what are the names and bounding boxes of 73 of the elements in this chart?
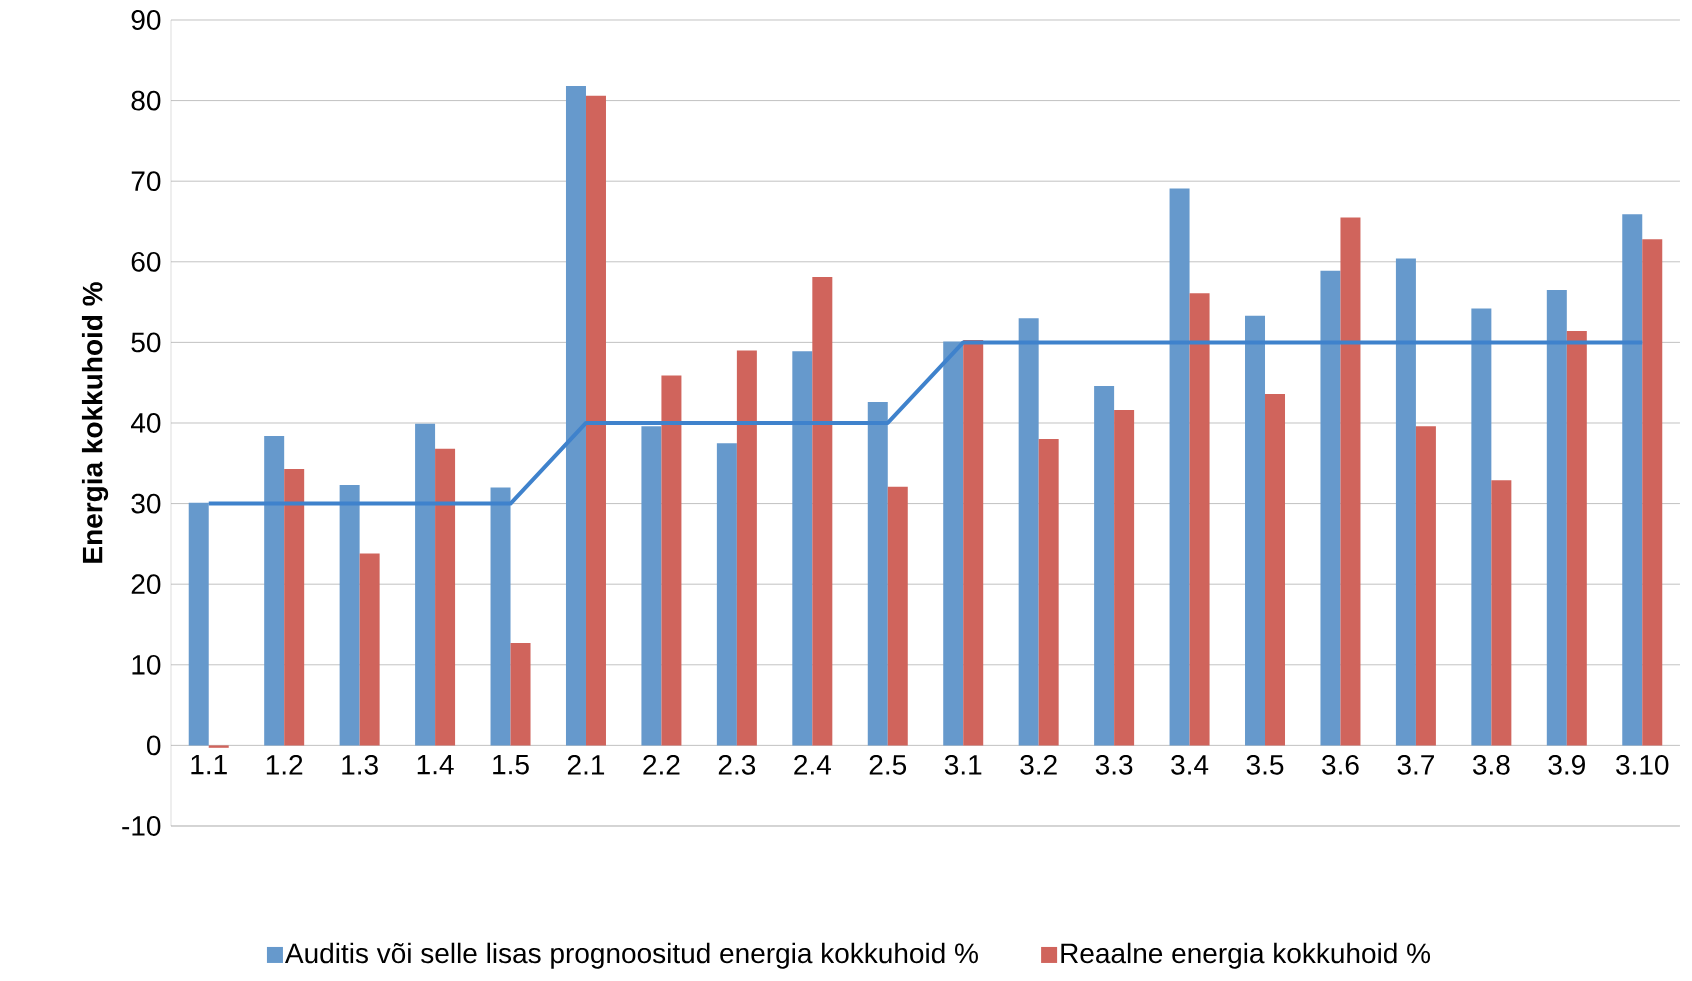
x-tick-label: 1.3 [342,754,378,775]
x-tick-label: 3.3 [1095,754,1133,775]
x-tick-label: 1.2 [266,754,303,775]
y-tick-label: 10 [132,654,161,675]
x-tick-label: 3.6 [1322,754,1359,775]
bar [264,435,285,746]
x-tick-label: 3.2 [1020,754,1057,775]
bar [1415,426,1436,746]
bar [339,485,360,746]
bar [565,86,586,746]
y-tick-label: 90 [131,10,161,30]
bar [943,341,964,746]
x-tick-label: 3.10 [1616,754,1669,775]
bar [585,95,606,746]
bar [1340,217,1361,746]
bar [1622,214,1643,746]
y-tick-label: 50 [131,332,161,353]
y-tick-label: 0 [147,735,161,756]
bar [1189,293,1210,746]
x-tick-label: 2.1 [567,754,605,775]
bar [1038,439,1059,746]
bar [867,402,888,746]
y-tick-label: 30 [131,493,161,514]
bar [1566,331,1587,746]
bar [1642,239,1663,746]
bar [1169,188,1190,746]
legend-label: Auditis või selle lisas prognoositud energia kokkuhoid % [284,942,978,969]
bar [887,486,908,746]
x-tick-label: 2.3 [718,754,756,775]
legend-label: Reaalne energia kokkuhoid % [1061,942,1431,969]
bar [1320,270,1341,746]
x-tick-label: 3.1 [944,754,982,775]
bar [736,350,757,746]
x-tick-label: 2.4 [794,754,831,775]
y-tick-label: 70 [131,171,161,192]
bar [1265,393,1286,746]
bar [1546,289,1567,746]
x-tick-label: 2.5 [869,754,907,775]
x-tick-label: 3.9 [1548,754,1585,775]
bar [435,448,456,746]
x-tick-label: 1.5 [493,754,529,775]
bar [208,745,229,748]
x-tick-label: 3.4 [1171,754,1209,775]
x-tick-label: 3.8 [1472,754,1510,775]
y-tick-label: -10 [122,816,161,836]
bar [415,423,436,746]
x-tick-label: 3.5 [1246,754,1284,775]
bar [1491,480,1512,746]
x-tick-label: 2.2 [643,754,680,775]
bar [490,487,511,746]
y-tick-label: 60 [131,251,161,272]
bar [284,468,305,746]
bar [661,375,682,746]
bar [1114,410,1135,746]
bar [792,351,813,746]
bar [812,277,833,746]
bar [1395,258,1416,746]
x-tick-label: 1.4 [417,754,454,775]
bar [641,426,662,746]
y-tick-label: 20 [131,574,161,595]
bar [716,443,737,746]
y-axis-title: Energia kokkuhoid % [81,282,109,563]
x-tick-label: 1.1 [191,754,227,775]
y-tick-label: 80 [131,90,161,111]
bar [1245,315,1266,746]
bar [188,502,209,746]
bar [359,553,380,746]
bar [1018,318,1039,746]
bar [510,643,531,746]
bar [1471,308,1492,746]
x-tick-label: 3.7 [1397,754,1434,775]
bar [1094,385,1115,746]
y-tick-label: 40 [130,413,161,433]
